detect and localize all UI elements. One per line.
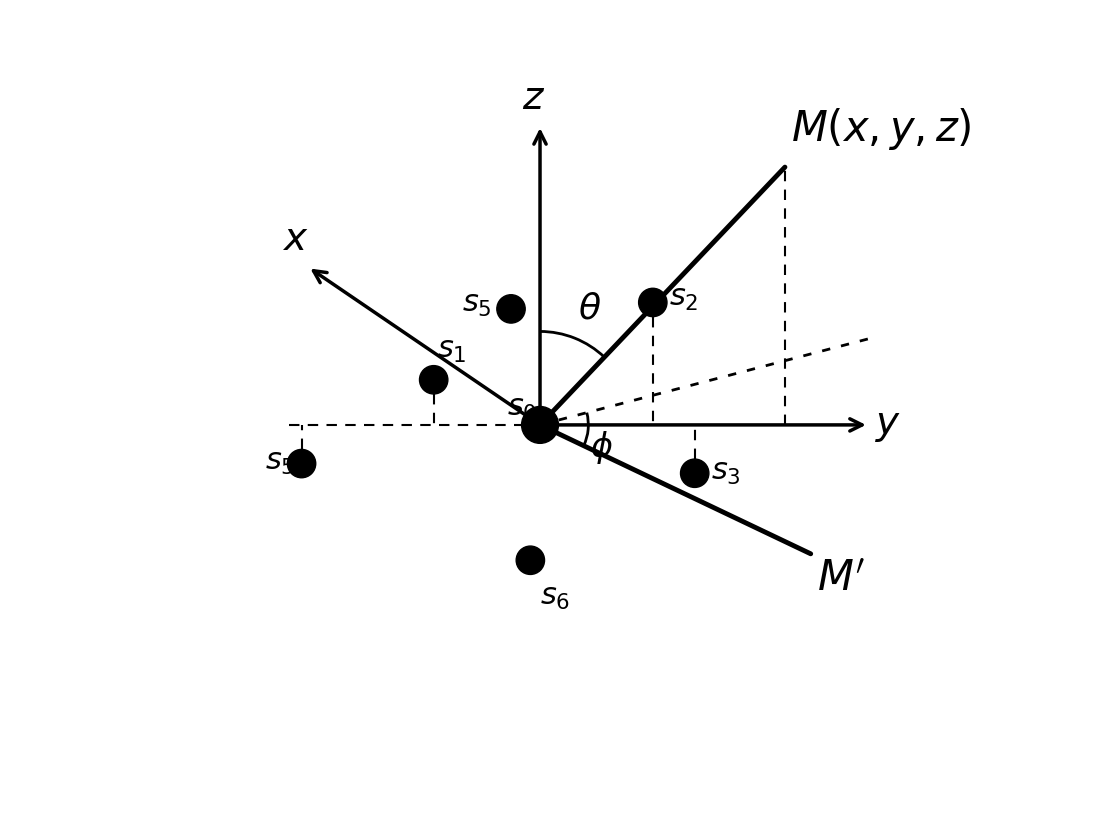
Text: $s_5$: $s_5$ — [463, 288, 491, 319]
Circle shape — [638, 289, 667, 317]
Text: $s_5$: $s_5$ — [265, 446, 295, 477]
Text: $x$: $x$ — [282, 221, 308, 258]
Text: $M(x,y,z)$: $M(x,y,z)$ — [792, 106, 972, 152]
Text: $M'$: $M'$ — [817, 558, 866, 599]
Text: $s_6$: $s_6$ — [540, 580, 570, 611]
Text: $s_0$: $s_0$ — [507, 391, 537, 422]
Text: $\phi$: $\phi$ — [590, 429, 613, 466]
Circle shape — [420, 366, 448, 395]
Text: $s_1$: $s_1$ — [437, 334, 466, 364]
Circle shape — [521, 407, 559, 444]
Circle shape — [517, 547, 544, 574]
Circle shape — [680, 460, 709, 488]
Text: $s_3$: $s_3$ — [711, 455, 741, 486]
Circle shape — [497, 295, 526, 324]
Text: $y$: $y$ — [875, 407, 902, 444]
Text: $\theta$: $\theta$ — [577, 291, 602, 325]
Text: $s_2$: $s_2$ — [669, 281, 699, 312]
Text: $z$: $z$ — [522, 79, 545, 116]
Circle shape — [287, 450, 316, 478]
